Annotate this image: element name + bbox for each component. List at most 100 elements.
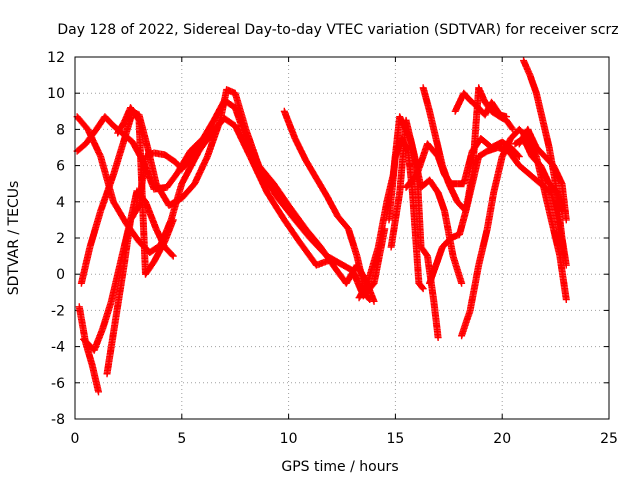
data-point-trail xyxy=(296,239,319,268)
data-point-trail xyxy=(467,97,479,109)
y-tick-label: 0 xyxy=(56,267,65,283)
data-point-trail xyxy=(375,199,391,249)
data-point-trail xyxy=(153,181,172,208)
data-point-trail xyxy=(550,163,565,186)
data-point-trail xyxy=(324,194,341,219)
data-point-trail xyxy=(162,152,178,165)
data-point-trail xyxy=(539,118,553,150)
x-tick-label: 15 xyxy=(386,431,404,447)
y-tick-label: 8 xyxy=(56,122,65,138)
data-point-trail xyxy=(418,244,430,259)
data-point-trail xyxy=(558,181,570,222)
data-point-trail xyxy=(292,136,309,163)
data-point-trail xyxy=(110,131,130,177)
data-point xyxy=(502,113,510,121)
data-point-trail xyxy=(108,254,126,304)
y-tick-label: -6 xyxy=(51,376,65,392)
data-point-trail xyxy=(439,163,452,186)
data-point-trail xyxy=(533,145,548,159)
data-point-trail xyxy=(166,195,184,209)
data-point-trail xyxy=(467,263,482,313)
data-point-trail xyxy=(409,190,423,286)
data-point-trail xyxy=(356,281,371,300)
data-point-trail xyxy=(499,136,514,159)
data-point-trail xyxy=(256,163,277,186)
data-point-trail xyxy=(385,154,399,222)
data-point xyxy=(562,216,570,224)
data-point-trail xyxy=(552,181,566,240)
data-point-trail xyxy=(78,245,94,286)
data-point-trail xyxy=(102,114,116,129)
data-point-trail xyxy=(476,148,490,160)
data-point-trail xyxy=(83,127,99,147)
data-point-trail xyxy=(525,136,540,159)
data-point-trail xyxy=(164,170,181,190)
data-point xyxy=(509,125,517,133)
y-tick-label: -8 xyxy=(51,412,65,428)
data-point-trail xyxy=(86,208,104,249)
grid xyxy=(75,57,609,419)
x-tick-label: 20 xyxy=(493,431,511,447)
data-point-trail xyxy=(187,136,206,154)
y-tick-label: 2 xyxy=(56,231,65,247)
data-point-trail xyxy=(506,148,522,168)
data-point-trail xyxy=(430,299,442,340)
data-point-trail xyxy=(242,127,262,168)
data-point-trail xyxy=(461,90,473,103)
data-point-trail xyxy=(433,244,446,268)
data-point-trail xyxy=(556,254,570,302)
data-point-trail xyxy=(475,227,491,268)
data-point-trail xyxy=(142,259,157,277)
data-point-trail xyxy=(533,91,546,123)
data-point-trail xyxy=(247,154,271,195)
data-point-trail xyxy=(127,105,142,123)
data-point-trail xyxy=(462,172,476,213)
series-arc-16 xyxy=(458,125,570,340)
data-point-trail xyxy=(110,199,129,226)
data-point-trail xyxy=(112,263,128,322)
data-point-trail xyxy=(387,190,403,249)
data-point-trail xyxy=(275,195,298,223)
data-point xyxy=(370,297,378,305)
data-point xyxy=(210,129,218,137)
data-point-trail xyxy=(204,118,224,159)
data-point-trail xyxy=(264,190,287,223)
y-axis-label: SDTVAR / TECUs xyxy=(6,181,22,296)
x-tick-label: 5 xyxy=(177,431,186,447)
data-point-trail xyxy=(537,163,552,186)
data-point-trail xyxy=(403,172,420,190)
data-point-trail xyxy=(508,145,522,159)
data-point-trail xyxy=(364,245,382,286)
data-point-trail xyxy=(162,244,176,259)
y-tick-label: -2 xyxy=(51,303,65,319)
data-point xyxy=(169,216,177,224)
data-point-trail xyxy=(74,141,88,154)
data-point-trail xyxy=(458,308,474,338)
data-point-trail xyxy=(190,141,206,159)
data-point-trail xyxy=(440,235,454,250)
data-point-trail xyxy=(426,109,440,141)
data-point xyxy=(562,296,570,304)
axis-ticks: 0 5 10 15 20 25 -8 -6 -4 -2 0 2 4 6 8 10 12 xyxy=(47,50,618,447)
data-point-trail xyxy=(281,109,298,141)
data-point-trail xyxy=(120,218,134,268)
data-point-trail xyxy=(232,123,253,159)
data-point-trail xyxy=(303,226,324,250)
data-point-trail xyxy=(179,181,198,201)
data-point-trail xyxy=(217,87,230,123)
data-point-trail xyxy=(135,118,149,277)
y-tick-label: -4 xyxy=(51,340,65,356)
data-point-trail xyxy=(420,85,433,114)
data-point-trail xyxy=(525,127,540,150)
data-point-trail xyxy=(318,244,339,271)
data-point xyxy=(94,388,102,396)
data-point-trail xyxy=(413,141,431,177)
y-tick-label: 10 xyxy=(47,86,65,102)
data-point-trail xyxy=(416,280,426,292)
data-point xyxy=(366,296,374,304)
data-point-trail xyxy=(103,317,119,376)
data-point xyxy=(169,252,177,260)
data-point-trail xyxy=(313,176,330,199)
series-arc-15 xyxy=(451,89,510,121)
